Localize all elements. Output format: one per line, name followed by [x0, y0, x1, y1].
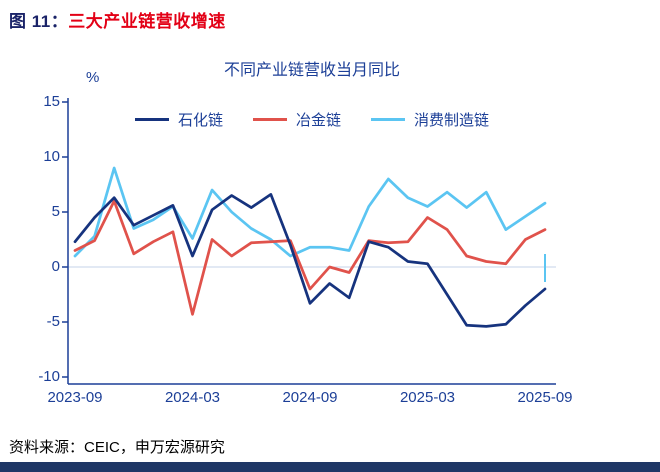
- legend-line-swatch: [252, 118, 287, 121]
- x-tick-label: 2024-03: [164, 389, 221, 406]
- chart-legend: 石化链 冶金链 消费制造链: [68, 109, 556, 130]
- series-line-2: [73, 166, 547, 258]
- y-tick-label: 5: [51, 203, 60, 220]
- x-tick-label: 2024-09: [282, 389, 338, 406]
- legend-line-swatch: [371, 118, 405, 121]
- legend-item: 冶金链: [252, 109, 341, 130]
- y-tick-label: -5: [46, 313, 60, 330]
- series-line-0: [73, 193, 547, 328]
- y-axis-unit-label: %: [86, 69, 100, 86]
- source-note: 资料来源：CEIC，申万宏源研究: [9, 439, 225, 456]
- footer-accent-bar: [0, 462, 660, 472]
- x-tick-label: 2025-03: [399, 389, 456, 406]
- figure-number-label: 图 11：: [9, 12, 69, 31]
- legend-label: 石化链: [177, 112, 223, 129]
- y-tick-label: 15: [43, 93, 60, 110]
- x-tick-label: 2025-09: [517, 389, 573, 406]
- chart-title: 不同产业链营收当月同比: [223, 62, 400, 79]
- figure-header: 图 11：三大产业链营收增速: [9, 7, 226, 32]
- y-tick-label: 10: [43, 148, 60, 165]
- legend-item: 消费制造链: [371, 109, 489, 130]
- figure-title-text: 三大产业链营收增速: [68, 12, 226, 31]
- legend-line-swatch: [134, 118, 169, 121]
- series-line-1: [73, 199, 547, 316]
- legend-item: 石化链: [134, 109, 223, 130]
- y-tick-label: 0: [51, 258, 60, 275]
- legend-label: 消费制造链: [414, 112, 490, 129]
- legend-label: 冶金链: [295, 112, 341, 129]
- y-tick-label: -10: [38, 368, 60, 385]
- x-tick-label: 2023-09: [47, 389, 103, 406]
